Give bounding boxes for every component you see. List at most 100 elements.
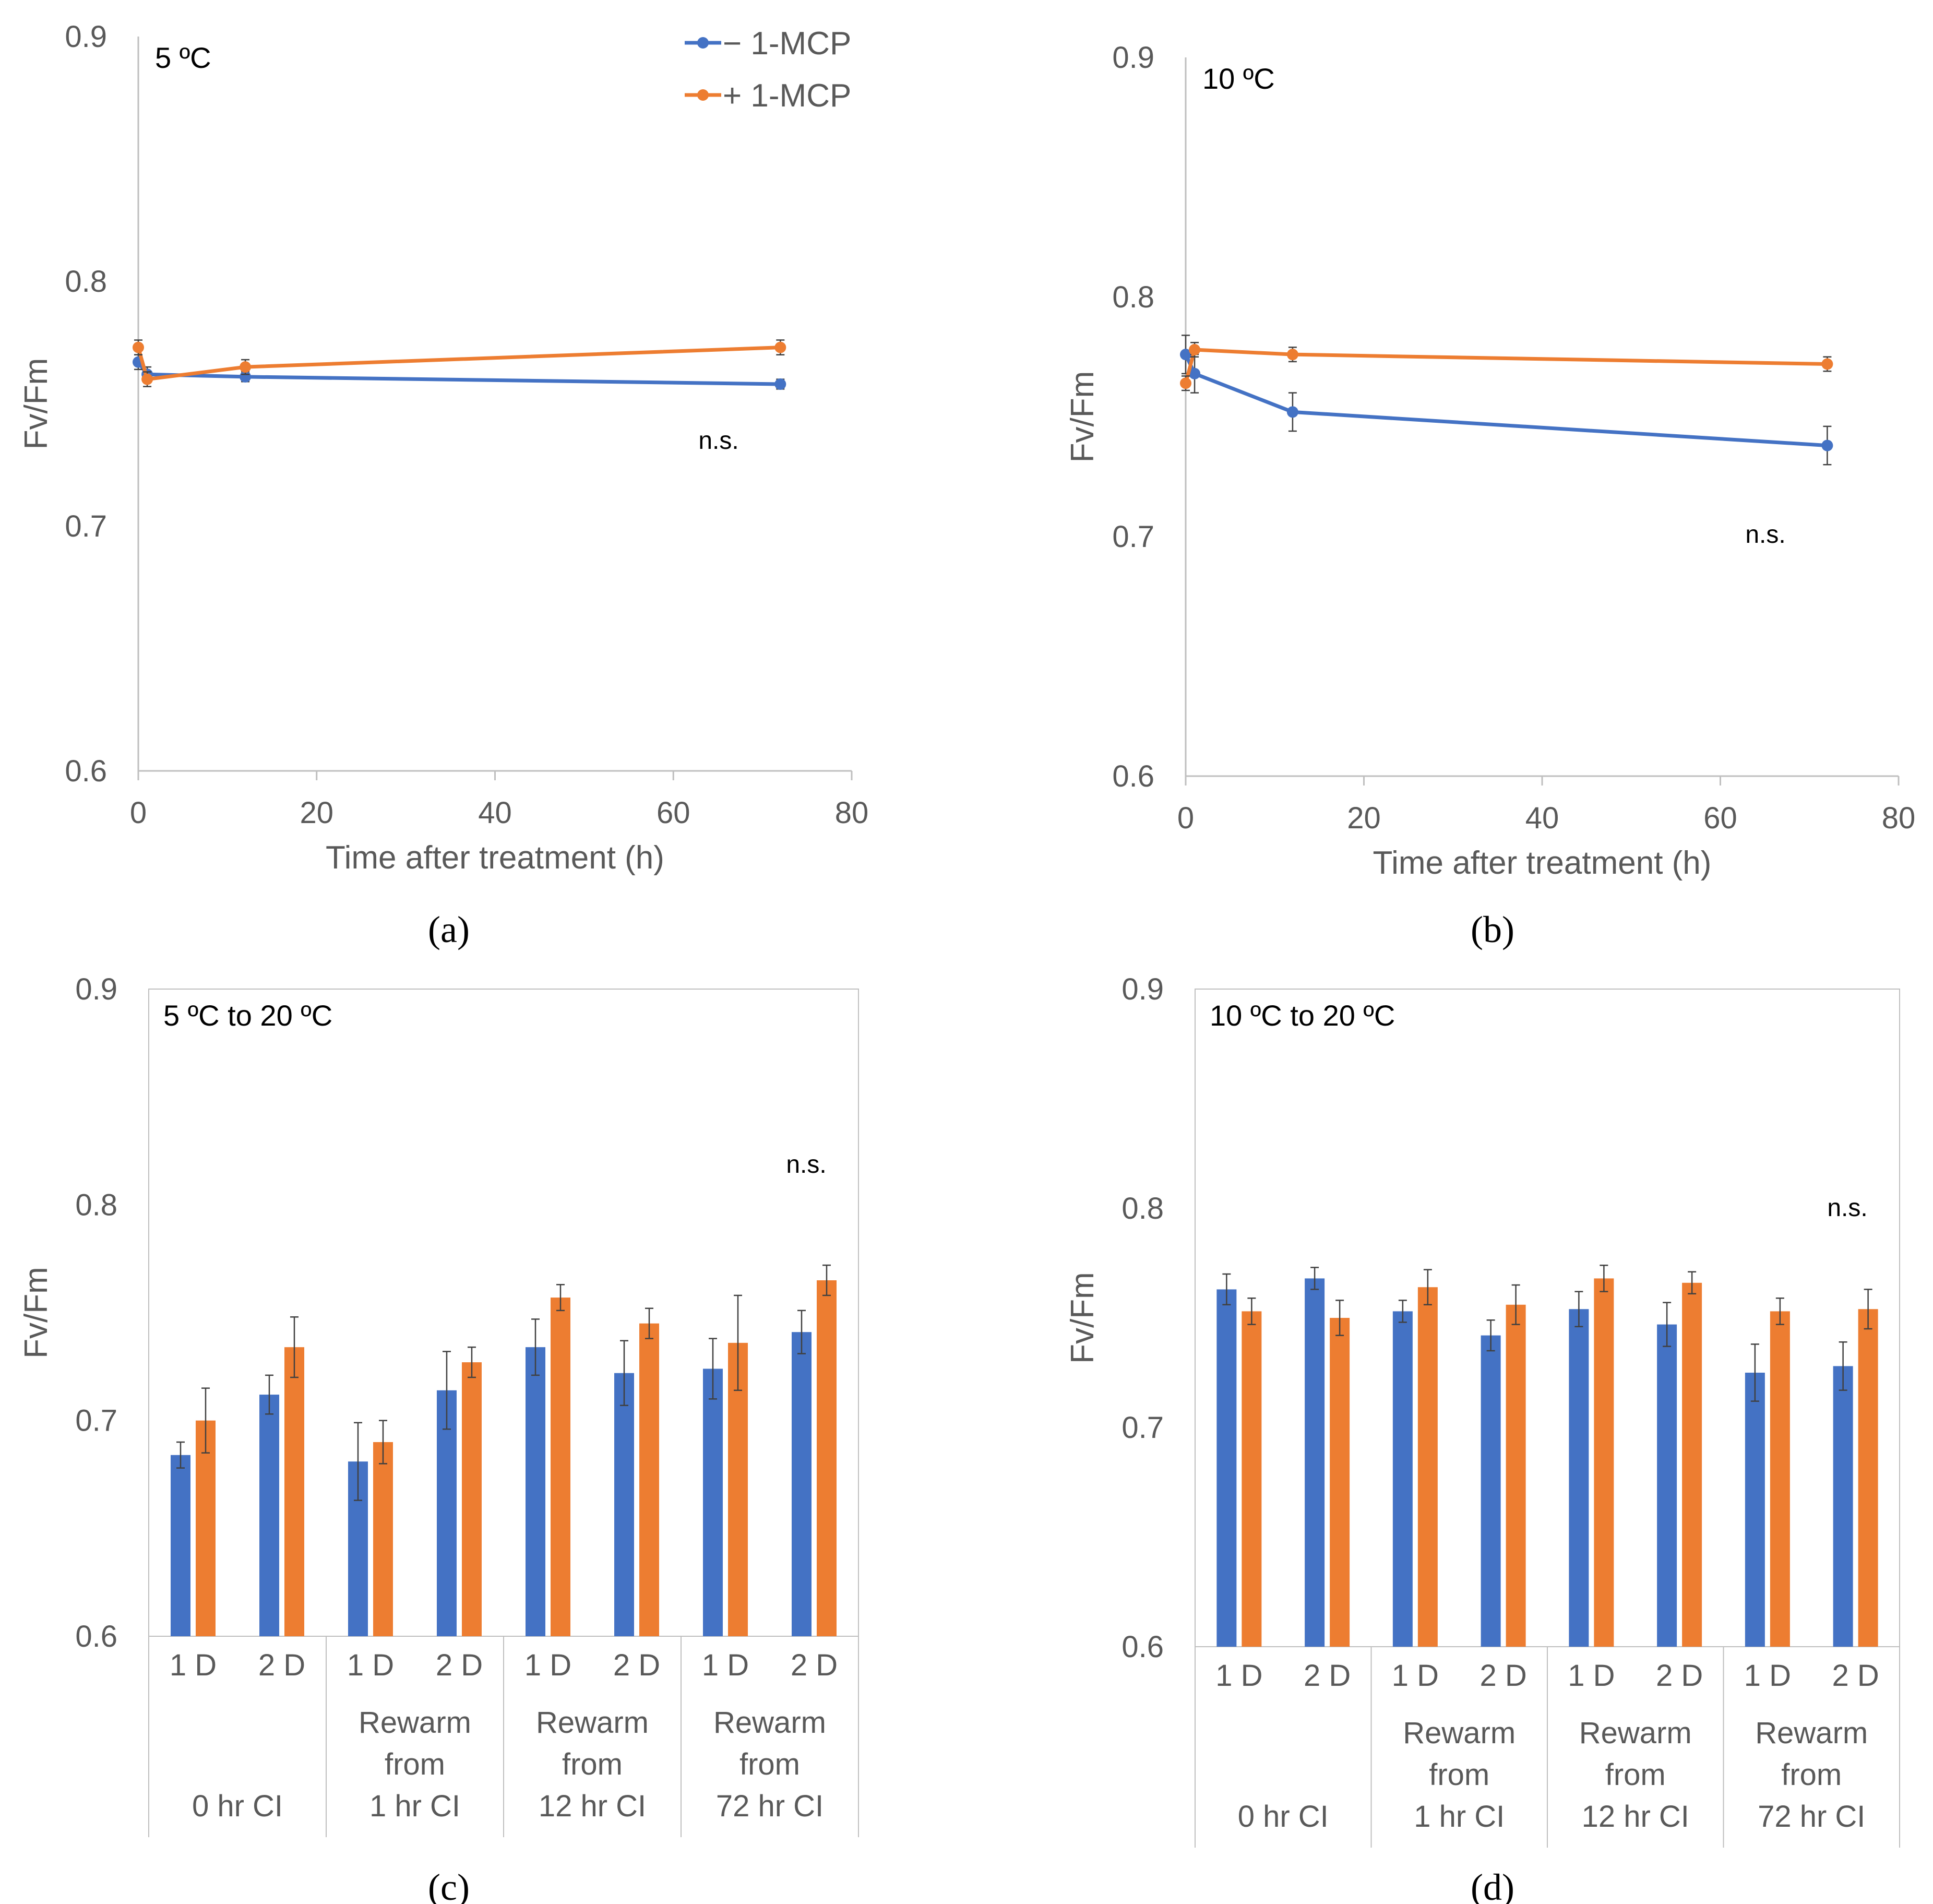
group-label: from: [562, 1747, 623, 1781]
y-tick-label: 0.9: [1112, 41, 1154, 75]
data-point: [774, 341, 786, 353]
x-tick-label: 0: [130, 796, 147, 830]
x-tick-label: 40: [478, 796, 512, 830]
category-label: 2 D: [1479, 1659, 1526, 1693]
category-label: 1 D: [1215, 1659, 1262, 1693]
bar: [1682, 1282, 1702, 1647]
group-label: 72 hr CI: [1758, 1800, 1865, 1834]
legend-label: + 1-MCP: [723, 78, 851, 114]
bar: [373, 1442, 393, 1636]
panel-caption: (b): [1471, 909, 1514, 950]
bar: [284, 1347, 304, 1636]
bar: [1305, 1278, 1325, 1647]
legend: − 1-MCP + 1-MCP: [685, 26, 851, 114]
y-axis-title: Fv/Fm: [1065, 371, 1101, 463]
bar: [1330, 1318, 1350, 1647]
bar: [1745, 1373, 1765, 1647]
data-point: [1286, 406, 1298, 418]
panel-title: 10 ºC: [1202, 62, 1275, 95]
category-label: 2 D: [1656, 1659, 1703, 1693]
significance-label: n.s.: [786, 1151, 826, 1179]
group-label: Rewarm: [536, 1706, 649, 1740]
data-point: [1189, 367, 1201, 379]
group-label: Rewarm: [359, 1706, 471, 1740]
x-tick-label: 0: [1177, 801, 1194, 835]
bar: [1242, 1311, 1262, 1647]
category-label: 1 D: [524, 1648, 571, 1682]
group-label: 12 hr CI: [539, 1789, 646, 1823]
y-tick-label: 0.7: [75, 1404, 117, 1438]
y-tick-label: 0.7: [1121, 1411, 1164, 1445]
panel-d: 0.6 0.7 0.8 0.9 Fv/Fm 0 hr CI Rewarm from 1 hr C…: [1065, 972, 1900, 1904]
bar: [462, 1362, 482, 1636]
x-tick-label: 80: [1882, 801, 1916, 835]
data-point: [1189, 343, 1201, 355]
bar: [639, 1323, 659, 1636]
panel-title: 5 ºC: [155, 41, 211, 74]
data-point: [240, 361, 252, 373]
y-tick-label: 0.8: [75, 1188, 117, 1222]
panel-title: 5 ºC to 20 ºC: [163, 999, 332, 1032]
x-tick-label: 60: [657, 796, 690, 830]
significance-label: n.s.: [698, 427, 738, 455]
panel-b: 0 20 40 60 80 Time after treatment (h) 0.6 0.7 0…: [1065, 41, 1915, 950]
data-point: [1821, 358, 1833, 370]
category-label: 1 D: [702, 1648, 749, 1682]
bar: [1770, 1311, 1790, 1647]
bar: [196, 1420, 216, 1636]
y-axis-title: Fv/Fm: [18, 358, 54, 450]
x-tick-label: 20: [300, 796, 333, 830]
group-label: 0 hr CI: [192, 1789, 283, 1823]
bar: [1481, 1335, 1501, 1647]
y-tick-label: 0.8: [65, 265, 107, 299]
x-tick-label: 20: [1347, 801, 1381, 835]
data-point: [141, 373, 153, 385]
legend-swatch-marker: [697, 89, 709, 101]
y-tick-label: 0.7: [1112, 520, 1154, 554]
x-axis-title: Time after treatment (h): [1373, 845, 1712, 881]
panel-a: 0 20 40 60 80 Time after treatment (h) 0.6 0.7 0…: [18, 20, 868, 950]
panel-title: 10 ºC to 20 ºC: [1210, 999, 1395, 1032]
y-tick-label: 0.6: [1121, 1630, 1164, 1664]
category-label: 2 D: [791, 1648, 838, 1682]
panel-caption: (d): [1471, 1866, 1514, 1904]
bar: [728, 1342, 748, 1636]
group-label: from: [1429, 1758, 1489, 1792]
group-label: 72 hr CI: [716, 1789, 824, 1823]
bar: [792, 1332, 812, 1636]
x-axis-title: Time after treatment (h): [326, 840, 664, 876]
bar: [1569, 1309, 1589, 1647]
y-axis-title: Fv/Fm: [1065, 1272, 1101, 1364]
y-tick-label: 0.7: [65, 509, 107, 543]
y-tick-label: 0.6: [1112, 759, 1154, 793]
group-label: 0 hr CI: [1238, 1800, 1329, 1834]
data-point: [1180, 377, 1191, 389]
group-label: 12 hr CI: [1582, 1800, 1689, 1834]
bar: [1657, 1324, 1677, 1647]
bar: [437, 1390, 457, 1636]
y-tick-label: 0.6: [65, 754, 107, 788]
x-tick-label: 80: [835, 796, 869, 830]
bar: [171, 1455, 190, 1636]
series-line: [137, 361, 781, 386]
category-label: 1 D: [1392, 1659, 1439, 1693]
panel-caption: (c): [428, 1866, 470, 1904]
y-tick-label: 0.6: [75, 1620, 117, 1653]
panel-caption: (a): [428, 909, 470, 950]
bar: [1858, 1309, 1878, 1647]
category-label: 2 D: [436, 1648, 483, 1682]
category-label: 1 D: [170, 1648, 217, 1682]
panel-c: 0.6 0.7 0.8 0.9 Fv/Fm 0 hr CI Rewarm from 1 hr C…: [18, 972, 859, 1904]
category-label: 2 D: [258, 1648, 305, 1682]
bar: [614, 1373, 634, 1636]
group-label: 1 hr CI: [369, 1789, 460, 1823]
y-tick-label: 0.9: [1121, 972, 1164, 1006]
bar: [259, 1395, 279, 1636]
y-tick-label: 0.9: [75, 972, 117, 1006]
bar: [1594, 1278, 1614, 1647]
legend-swatch-marker: [697, 37, 709, 49]
x-tick-label: 40: [1525, 801, 1559, 835]
plot-frame: [148, 989, 859, 1637]
group-label: 1 hr CI: [1414, 1800, 1505, 1834]
